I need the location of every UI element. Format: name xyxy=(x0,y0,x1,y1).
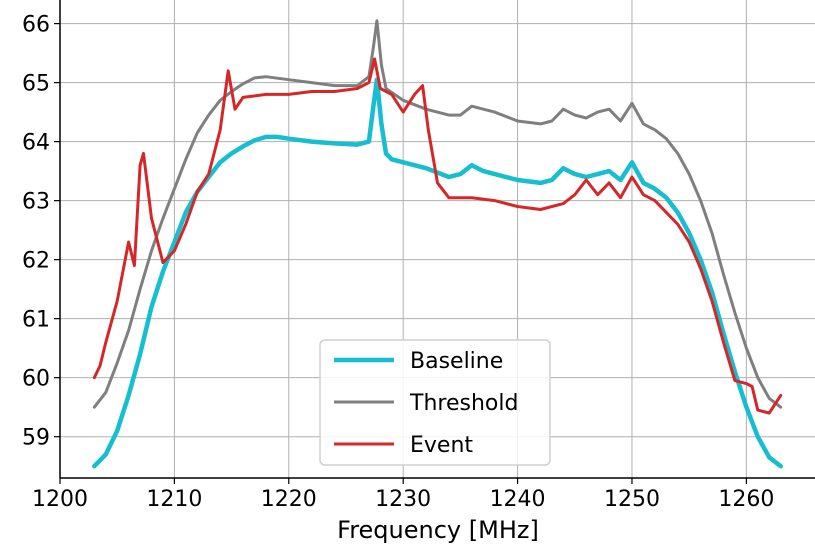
x-tick-label: 1250 xyxy=(604,487,660,512)
y-tick-label: 63 xyxy=(22,190,50,215)
legend-label-threshold: Threshold xyxy=(409,391,518,416)
series-line-event xyxy=(92,57,783,415)
x-tick-label: 1230 xyxy=(375,487,431,512)
x-tick-label: 1240 xyxy=(490,487,546,512)
x-tick-label: 1220 xyxy=(261,487,317,512)
y-tick-label: 59 xyxy=(22,426,50,451)
y-tick-labels: 59 60 61 62 63 64 65 66 xyxy=(22,13,50,451)
legend-entries: Baseline Threshold Event xyxy=(334,349,518,458)
x-axis-label: Frequency [MHz] xyxy=(337,516,539,544)
x-tick-label: 1200 xyxy=(32,487,88,512)
y-tick-label: 64 xyxy=(22,131,50,156)
x-tick-label: 1210 xyxy=(146,487,202,512)
series-line-threshold xyxy=(92,19,783,409)
y-tick-label: 62 xyxy=(22,249,50,274)
legend-box xyxy=(319,339,551,466)
y-tick-label: 65 xyxy=(22,72,50,97)
y-tick-label: 61 xyxy=(22,308,50,333)
y-tick-label: 66 xyxy=(22,13,50,38)
x-tick-labels: 1200 1210 1220 1230 1240 1250 1260 xyxy=(32,487,774,512)
series-lines xyxy=(92,19,783,469)
legend-label-event: Event xyxy=(410,433,473,458)
axes xyxy=(54,0,815,484)
legend-label-baseline: Baseline xyxy=(410,349,503,374)
y-tick-label: 60 xyxy=(22,367,50,392)
x-tick-label: 1260 xyxy=(718,487,774,512)
legend: Baseline Threshold Event xyxy=(319,339,551,466)
